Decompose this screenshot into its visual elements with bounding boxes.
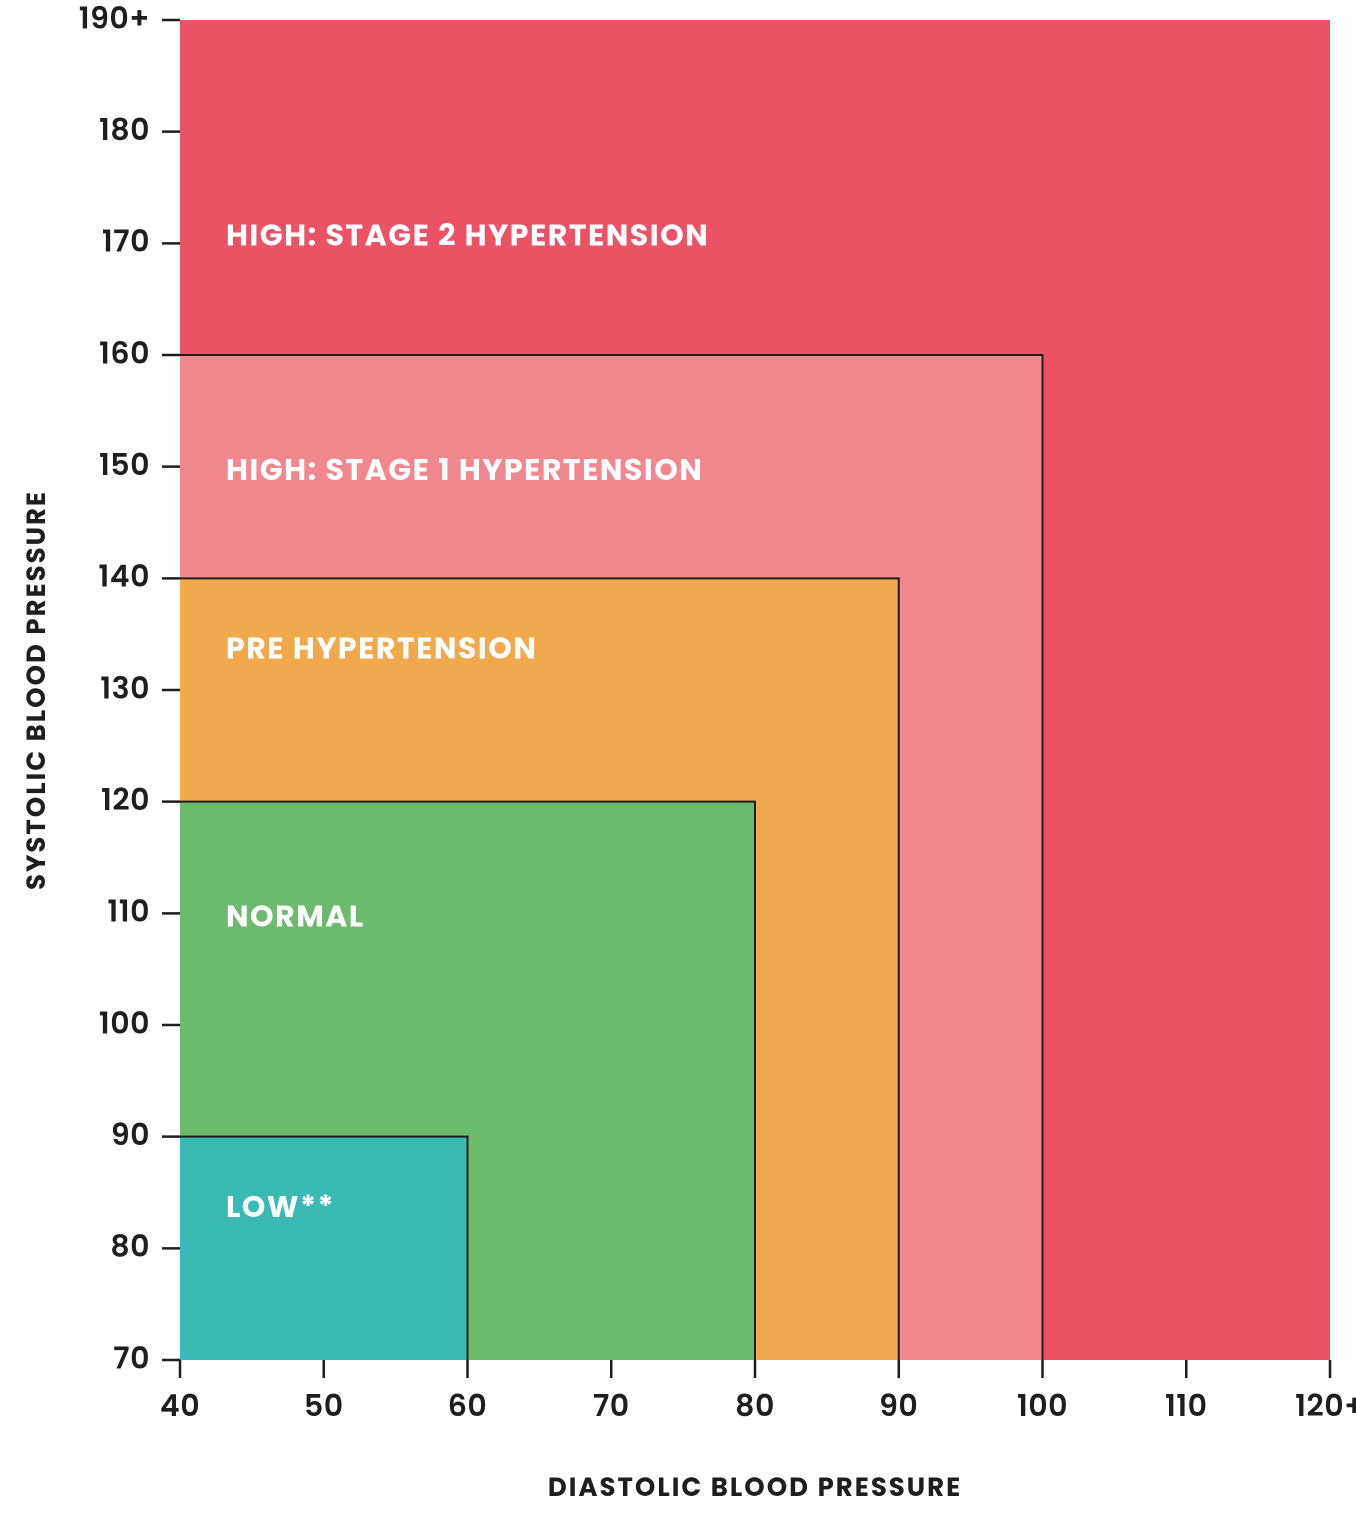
y-tick-label: 90	[111, 1113, 150, 1156]
y-tick-label: 120	[101, 778, 150, 821]
x-tick-label: 80	[735, 1384, 775, 1427]
x-axis-title: DIASTOLIC BLOOD PRESSURE	[548, 1470, 962, 1506]
y-tick-label: 160	[99, 331, 150, 374]
y-tick-label: 70	[113, 1336, 150, 1379]
y-tick-label: 150	[99, 443, 150, 486]
y-tick-label: 170	[102, 220, 150, 263]
y-axis-title: SYSTOLIC BLOOD PRESSURE	[19, 490, 55, 890]
x-tick-label: 120+	[1295, 1384, 1356, 1427]
zone-low	[180, 1137, 468, 1360]
zone-label-normal: NORMAL	[226, 895, 365, 938]
x-tick-label: 70	[593, 1384, 630, 1427]
zone-label-stage1: HIGH: STAGE 1 HYPERTENSION	[226, 448, 703, 491]
zone-label-stage2: HIGH: STAGE 2 HYPERTENSION	[226, 214, 709, 257]
y-tick-label: 190+	[79, 0, 150, 39]
x-tick-label: 110	[1165, 1384, 1208, 1427]
x-axis-ticks: 40 50 60 70 80 90 100 110 120+	[160, 1360, 1356, 1427]
y-axis-ticks: 70 80 90 100 110 120 130 140 150 160 170 180 190+	[79, 0, 180, 1379]
y-tick-label: 180	[99, 108, 150, 151]
y-tick-label: 140	[98, 555, 150, 598]
x-tick-label: 50	[304, 1384, 344, 1427]
x-tick-label: 60	[448, 1384, 488, 1427]
x-tick-label: 40	[160, 1384, 200, 1427]
x-tick-label: 100	[1017, 1384, 1068, 1427]
y-tick-label: 130	[100, 666, 150, 709]
y-tick-label: 80	[110, 1225, 150, 1268]
blood-pressure-chart: HIGH: STAGE 2 HYPERTENSION HIGH: STAGE 1 …	[0, 0, 1356, 1536]
zone-label-low: LOW**	[226, 1185, 335, 1228]
y-tick-label: 110	[107, 890, 150, 933]
x-tick-label: 90	[879, 1384, 918, 1427]
zone-label-prehyp: PRE HYPERTENSION	[226, 627, 537, 670]
y-tick-label: 100	[99, 1001, 150, 1044]
